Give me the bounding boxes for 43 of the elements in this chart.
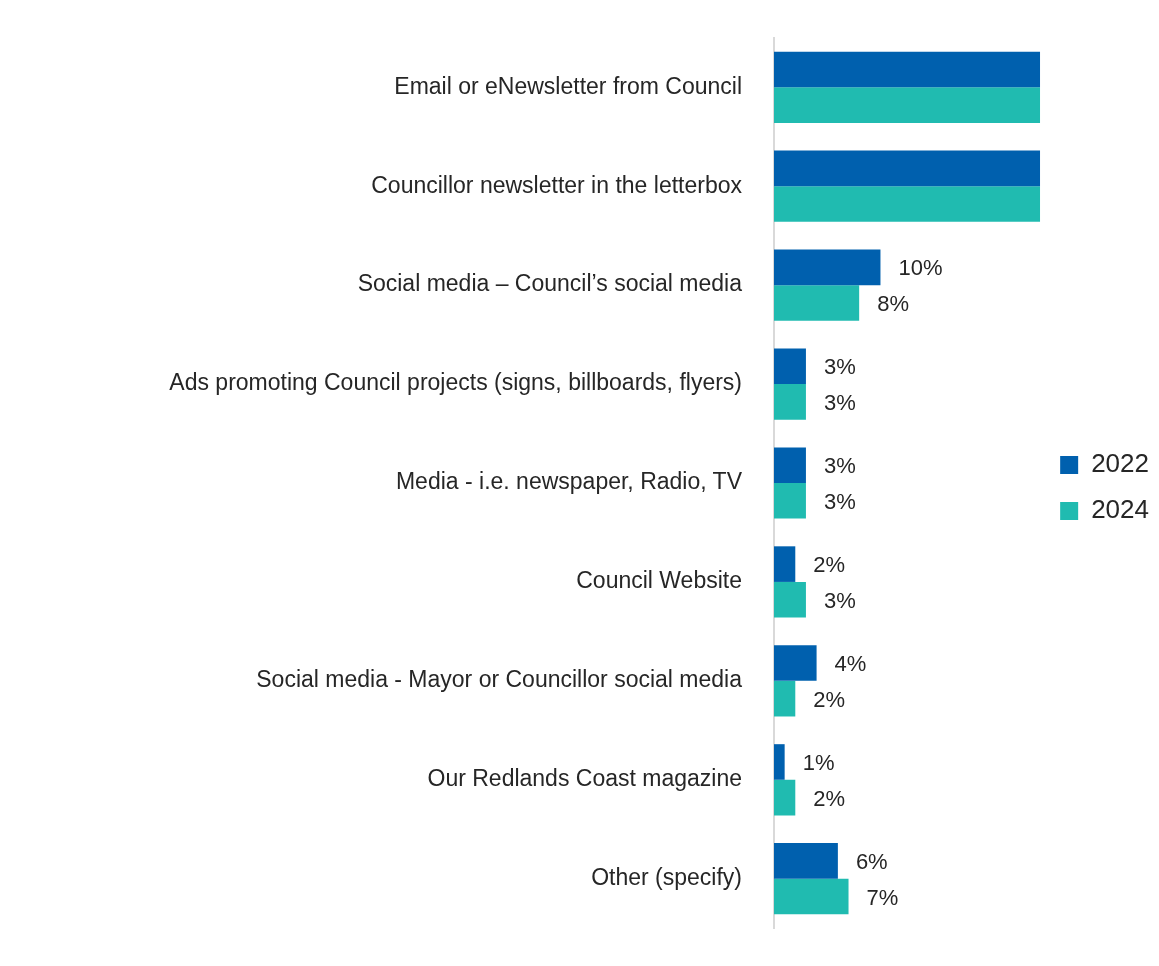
bar	[774, 680, 796, 717]
bar	[774, 249, 881, 286]
bar	[774, 285, 860, 321]
bar	[774, 384, 806, 420]
y-tick-label: Council Website	[576, 567, 742, 594]
bar	[774, 878, 849, 915]
y-tick-label: Other (specify)	[591, 864, 742, 891]
y-tick-label: Media - i.e. newspaper, Radio, TV	[395, 468, 743, 495]
legend-label: 2024	[1091, 494, 1149, 525]
data-label: 4%	[834, 651, 867, 677]
y-tick-label: Social media – Council’s social media	[357, 270, 743, 297]
data-label: 2%	[813, 785, 846, 811]
legend-label: 2022	[1091, 448, 1149, 479]
data-label: 2%	[813, 686, 846, 712]
data-label: 10%	[898, 255, 943, 281]
data-label: 8%	[877, 291, 909, 316]
bar	[774, 546, 796, 582]
y-tick-label: Councillor newsletter in the letterbox	[371, 171, 743, 198]
y-tick-label: Ads promoting Council projects (signs, billboards, flyers)	[169, 369, 742, 396]
bar	[774, 447, 806, 483]
bar	[774, 779, 796, 816]
bar	[774, 150, 1041, 187]
y-tick-label: Social media - Mayor or Councillor social media	[256, 666, 743, 693]
y-tick-label: Our Redlands Coast magazine	[427, 765, 742, 792]
data-label: 3%	[823, 587, 856, 613]
data-label: 3%	[823, 453, 856, 479]
data-label: 2%	[813, 552, 846, 578]
bar	[774, 581, 806, 618]
data-label: 6%	[855, 848, 888, 874]
data-label: 3%	[823, 354, 856, 380]
y-tick-label: Email or eNewsletter from Council	[394, 72, 742, 99]
data-label: 7%	[866, 884, 899, 910]
bar	[774, 186, 1041, 222]
data-label: 1%	[802, 750, 835, 776]
bar	[774, 744, 785, 780]
bar	[774, 87, 1041, 123]
bar	[774, 51, 1041, 88]
data-label: 3%	[823, 389, 856, 415]
bar	[774, 645, 817, 681]
bar	[774, 348, 806, 385]
data-label: 3%	[823, 488, 856, 514]
bar	[774, 483, 806, 519]
bar	[774, 843, 838, 879]
